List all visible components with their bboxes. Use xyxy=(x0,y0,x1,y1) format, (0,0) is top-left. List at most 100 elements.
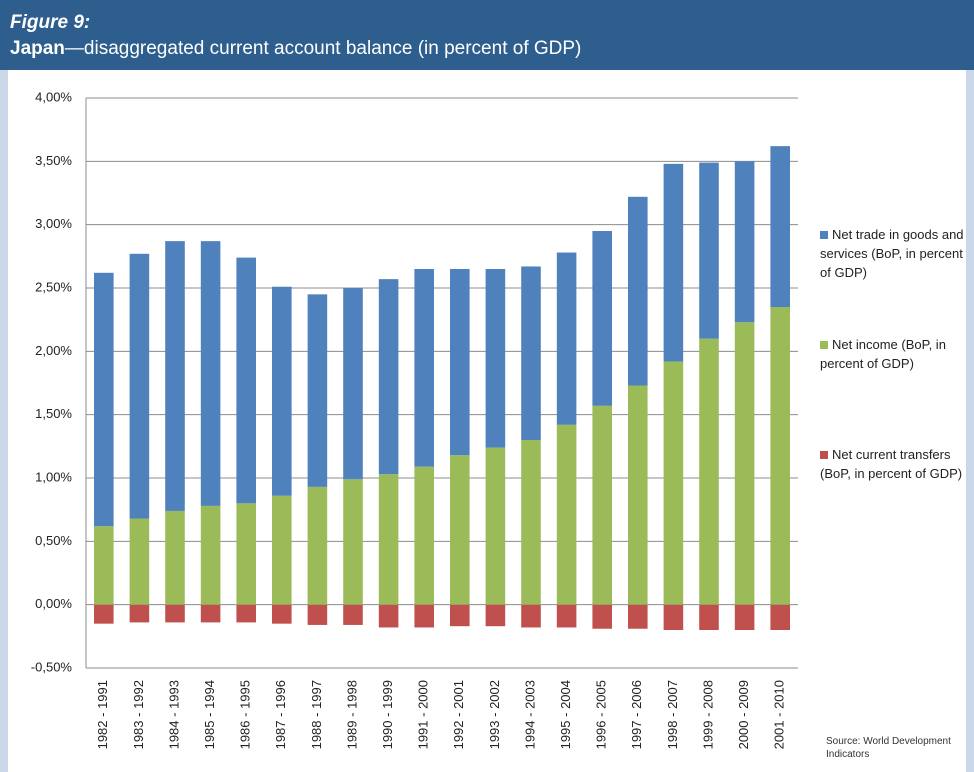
bar-segment xyxy=(236,604,256,623)
y-tick-label: 1,50% xyxy=(35,406,72,421)
bar-segment xyxy=(94,604,114,624)
y-tick-label: 3,00% xyxy=(35,216,72,231)
bar-segment xyxy=(556,424,577,605)
y-tick-label: 2,50% xyxy=(35,279,72,294)
bar-segment xyxy=(628,196,648,386)
x-tick-label: 1991 - 2000 xyxy=(416,680,431,749)
bar-segment xyxy=(628,604,648,629)
x-tick-label: 1987 - 1996 xyxy=(273,680,288,749)
bar-segment xyxy=(770,146,790,307)
bar-segment xyxy=(450,269,470,456)
legend-item: Net current transfers (BoP, in percent o… xyxy=(820,445,972,483)
bar-segment xyxy=(450,604,470,627)
chart-subtitle: Japan—disaggregated current account bala… xyxy=(10,38,581,60)
bar-segment xyxy=(272,286,292,496)
x-tick-label: 1988 - 1997 xyxy=(309,680,324,749)
legend-swatch xyxy=(820,451,828,459)
bar-segment xyxy=(699,604,719,630)
bar-segment xyxy=(485,447,506,605)
x-tick-label: 1996 - 2005 xyxy=(594,680,609,749)
x-tick-label: 1992 - 2001 xyxy=(451,680,466,749)
x-tick-label: 1990 - 1999 xyxy=(380,680,395,749)
bar-segment xyxy=(734,161,755,323)
x-tick-label: 1982 - 1991 xyxy=(95,680,110,749)
x-tick-label: 1984 - 1993 xyxy=(166,680,181,749)
legend-item: Net income (BoP, in percent of GDP) xyxy=(820,335,972,373)
bar-segment xyxy=(485,269,506,448)
bar-segment xyxy=(663,361,684,605)
y-tick-label: -0,50% xyxy=(31,659,73,674)
x-tick-label: 1994 - 2003 xyxy=(522,680,537,749)
bar-segment xyxy=(200,505,221,605)
legend-label: Net current transfers (BoP, in percent o… xyxy=(820,447,963,481)
x-tick-label: 1997 - 2006 xyxy=(629,680,644,749)
bar-segment xyxy=(628,385,648,605)
bar-segment xyxy=(200,241,221,506)
x-tick-label: 2000 - 2009 xyxy=(736,680,751,749)
bar-segment xyxy=(378,279,399,475)
bar-segment xyxy=(129,604,150,623)
bar-segment xyxy=(165,241,185,511)
bar-segment xyxy=(236,257,256,504)
bar-segment xyxy=(129,518,150,605)
bar-segment xyxy=(343,288,363,480)
bar-segment xyxy=(165,604,185,623)
y-tick-label: 0,50% xyxy=(35,533,72,548)
bar-segment xyxy=(378,604,399,628)
x-tick-label: 1985 - 1994 xyxy=(202,680,217,749)
header: Figure 9: Japan—disaggregated current ac… xyxy=(0,0,974,70)
bar-segment xyxy=(770,604,790,630)
legend-swatch xyxy=(820,341,828,349)
bar-segment xyxy=(556,252,577,425)
bar-segment xyxy=(200,604,221,623)
legend-label: Net trade in goods and services (BoP, in… xyxy=(820,227,964,280)
x-tick-label: 1986 - 1995 xyxy=(238,680,253,749)
bar-segment xyxy=(521,266,541,440)
bar-segment xyxy=(521,604,541,628)
bar-segment xyxy=(236,503,256,605)
bar-segment xyxy=(343,604,363,625)
x-tick-label: 1995 - 2004 xyxy=(558,680,573,749)
bar-segment xyxy=(450,455,470,605)
x-tick-label: 1993 - 2002 xyxy=(487,680,502,749)
bar-segment xyxy=(129,253,150,519)
bar-segment xyxy=(343,479,363,605)
bar-segment xyxy=(592,231,612,406)
bar-segment xyxy=(272,495,292,605)
subtitle-country: Japan xyxy=(10,38,65,59)
bar-segment xyxy=(307,604,328,625)
x-tick-label: 1989 - 1998 xyxy=(344,680,359,749)
legend-label: Net income (BoP, in percent of GDP) xyxy=(820,337,946,371)
bar-segment xyxy=(307,294,328,487)
x-tick-label: 1983 - 1992 xyxy=(131,680,146,749)
bar-segment xyxy=(734,604,755,630)
bar-segment xyxy=(485,604,506,627)
bar-segment xyxy=(378,474,399,605)
x-tick-label: 1999 - 2008 xyxy=(700,680,715,749)
bar-segment xyxy=(663,604,684,630)
legend-swatch xyxy=(820,231,828,239)
x-tick-label: 2001 - 2010 xyxy=(772,680,787,749)
bar-segment xyxy=(521,440,541,605)
y-tick-label: 2,00% xyxy=(35,343,72,358)
bar-segment xyxy=(592,405,612,605)
bar-segment xyxy=(414,466,434,605)
bar-segment xyxy=(307,486,328,605)
legend-item: Net trade in goods and services (BoP, in… xyxy=(820,225,972,282)
bar-segment xyxy=(414,604,434,628)
bar-segment xyxy=(414,269,434,467)
bar-segment xyxy=(770,307,790,605)
bar-segment xyxy=(272,604,292,624)
bar-segment xyxy=(699,162,719,339)
bar-segment xyxy=(94,526,114,605)
y-tick-label: 1,00% xyxy=(35,469,72,484)
bar-segment xyxy=(165,510,185,605)
y-tick-label: 4,00% xyxy=(35,89,72,104)
bar-segment xyxy=(556,604,577,628)
y-tick-label: 3,50% xyxy=(35,153,72,168)
bar-segment xyxy=(592,604,612,629)
bar-segment xyxy=(699,338,719,605)
bar-segment xyxy=(734,322,755,605)
